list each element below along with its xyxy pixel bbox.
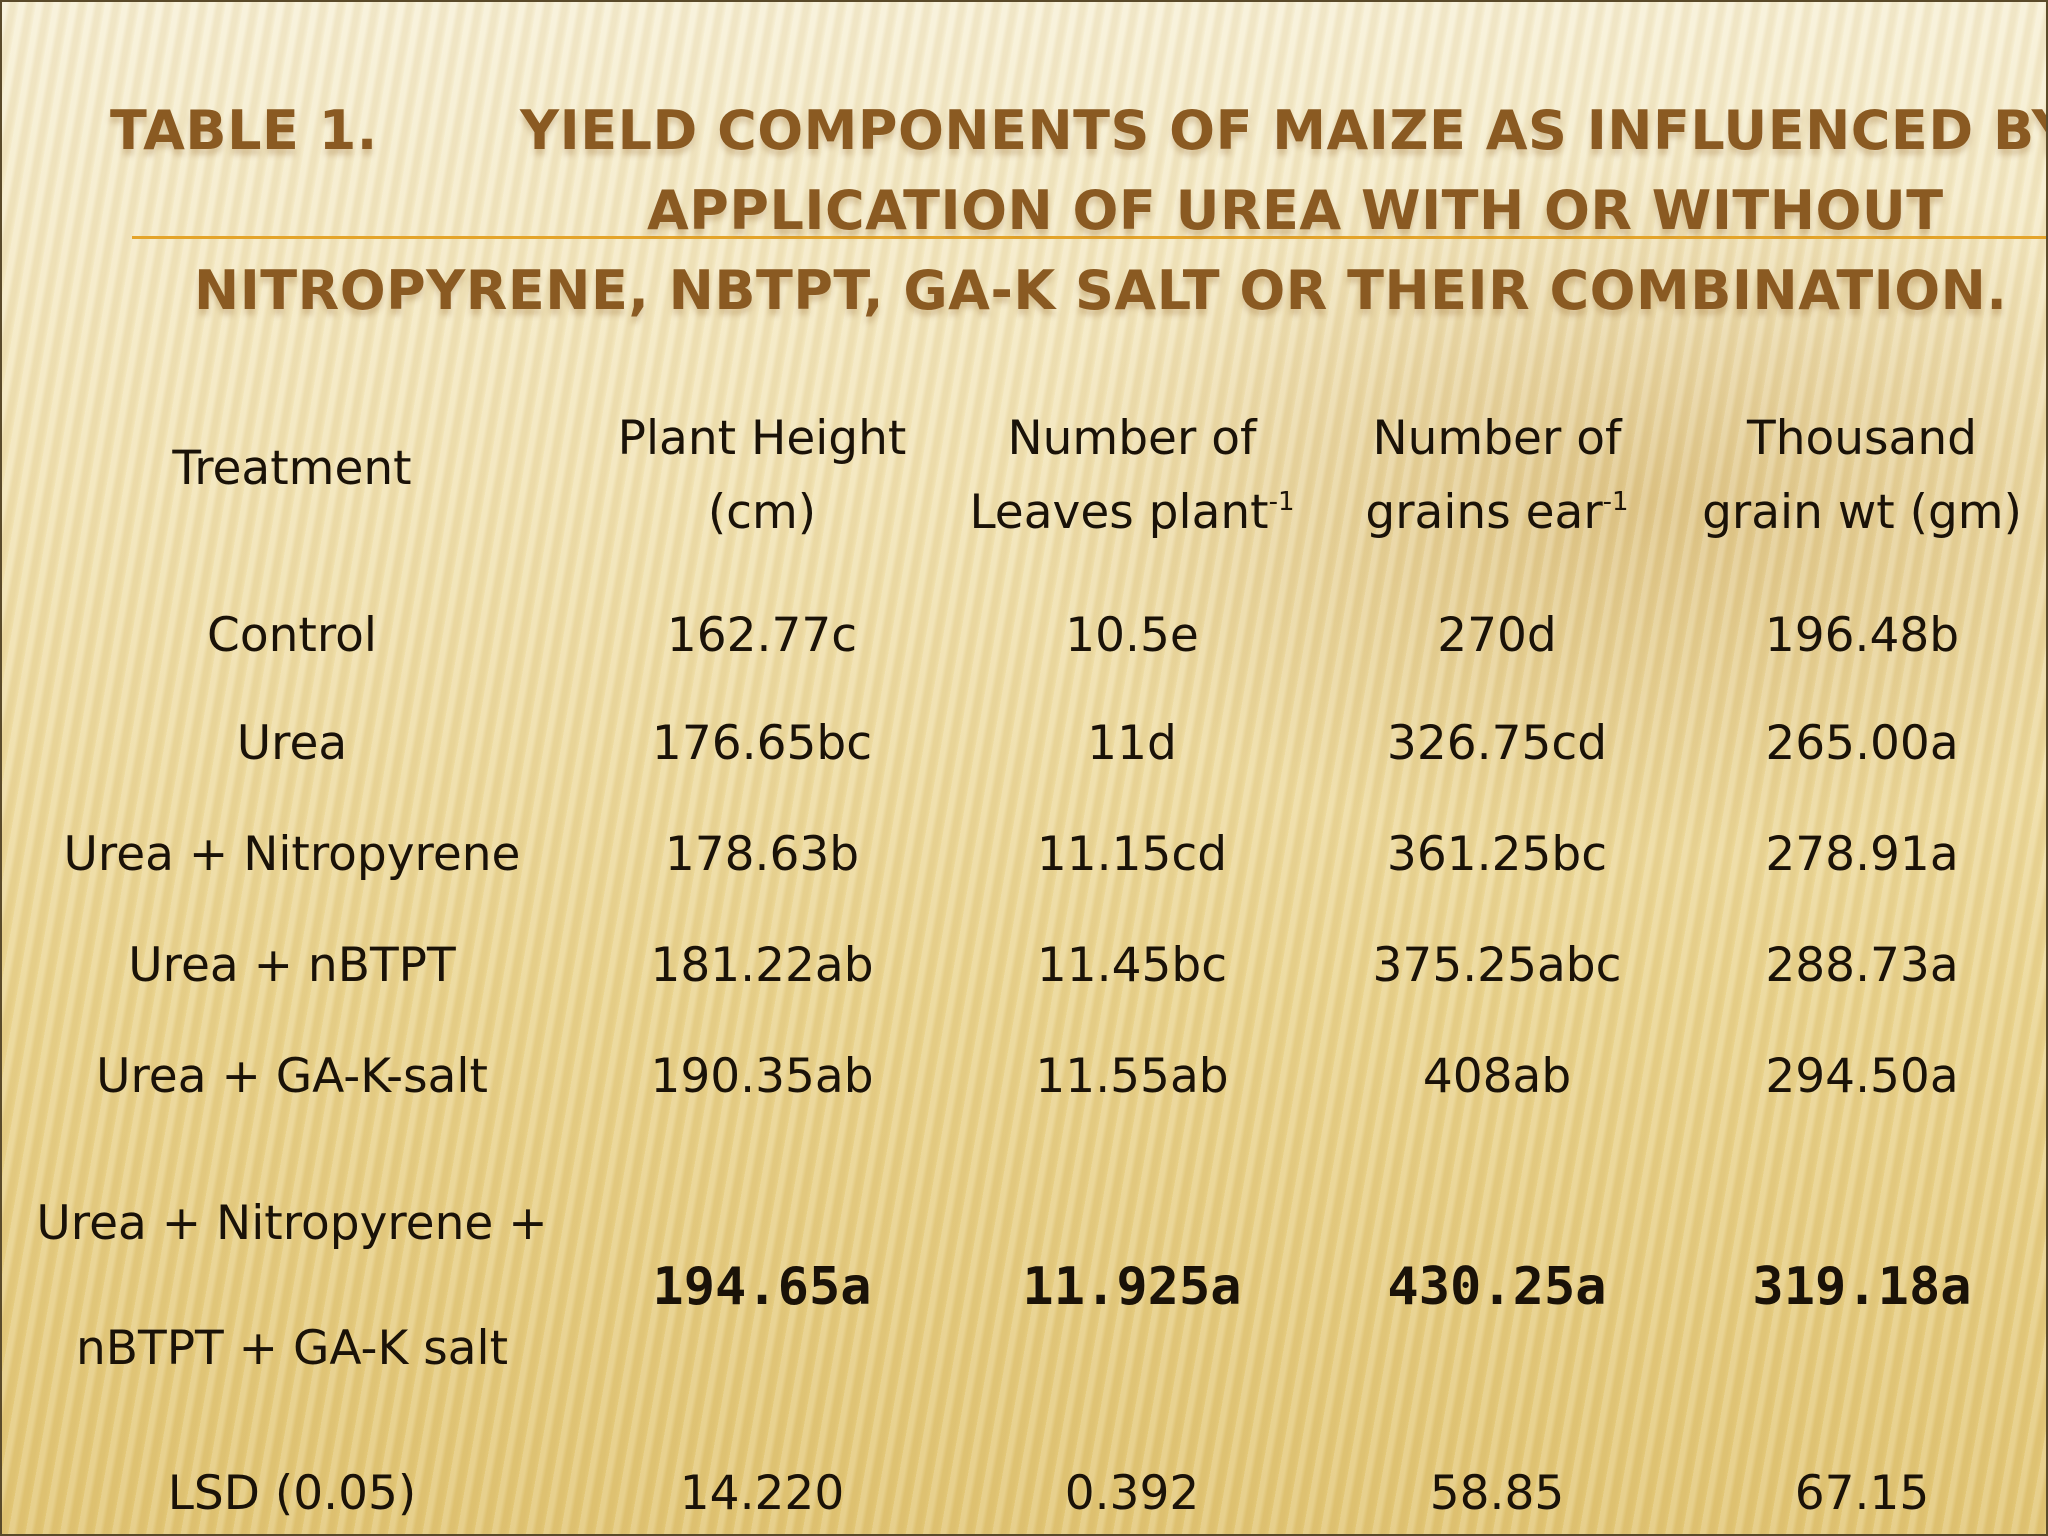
row-treatment-line2: nBTPT + GA-K salt (75, 1321, 509, 1376)
lsd-plant-height: 14.220 (679, 1466, 845, 1521)
header-leaves-text: Leaves plant (969, 485, 1269, 540)
row-treatment: Urea (236, 716, 348, 771)
header-treatment: Treatment (172, 441, 412, 496)
header-grains-superscript: -1 (1602, 487, 1629, 517)
row-grains: 375.25abc (1372, 938, 1622, 993)
title-line-1: Yield components of maize as influenced … (520, 99, 2048, 162)
header-leaves-superscript: -1 (1268, 487, 1295, 517)
row-treatment: Urea + GA-K-salt (96, 1049, 488, 1104)
row-leaves: 11d (1087, 716, 1177, 771)
lsd-grains: 58.85 (1429, 1466, 1565, 1521)
row-thousand-grain: 265.00a (1765, 716, 1959, 771)
header-plant-height-line2: (cm) (707, 485, 817, 540)
header-leaves-line2: Leaves plant-1 (947, 476, 1317, 550)
header-grains: Number of grains ear-1 (1317, 402, 1677, 550)
title-rule (132, 236, 2046, 239)
row-plant-height: 181.22ab (650, 938, 874, 993)
header-leaves-line1: Number of (1007, 411, 1257, 466)
title-line-3: Nitropyrene, NBTPT, GA-K salt or their c… (194, 259, 2008, 322)
title-label: Table 1. (110, 99, 378, 162)
header-leaves: Number of Leaves plant-1 (947, 402, 1317, 550)
row-grains: 326.75cd (1386, 716, 1608, 771)
row-thousand-grain: 196.48b (1764, 608, 1960, 663)
row-plant-height: 178.63b (664, 827, 860, 882)
row-leaves: 10.5e (1065, 608, 1199, 663)
row-thousand-grain: 278.91a (1765, 827, 1959, 882)
title-line-2: application of urea with or without (647, 179, 1944, 242)
row-plant-height: 194.65a (652, 1257, 872, 1317)
row-treatment: Urea + Nitropyrene (63, 827, 521, 882)
row-plant-height: 162.77c (666, 608, 858, 663)
row-treatment: Control (207, 608, 377, 663)
row-leaves: 11.45bc (1036, 938, 1228, 993)
header-thousand-line1: Thousand (1747, 411, 1977, 466)
row-plant-height: 176.65bc (651, 716, 873, 771)
row-leaves: 11.925a (1022, 1257, 1242, 1317)
lsd-label: LSD (0.05) (167, 1466, 417, 1521)
header-grains-line1: Number of (1372, 411, 1622, 466)
header-thousand-line2: grain wt (gm) (1702, 485, 2022, 540)
row-grains: 430.25a (1387, 1257, 1607, 1317)
lsd-thousand-grain: 67.15 (1794, 1466, 1930, 1521)
header-grains-line2: grains ear-1 (1317, 476, 1677, 550)
row-leaves: 11.55ab (1035, 1049, 1229, 1104)
header-plant-height-line1: Plant Height (617, 411, 907, 466)
row-treatment-line1: Urea + Nitropyrene + (36, 1196, 548, 1251)
row-thousand-grain: 319.18a (1752, 1257, 1972, 1317)
header-plant-height: Plant Height (cm) (582, 402, 942, 550)
row-grains: 408ab (1422, 1049, 1572, 1104)
row-plant-height: 190.35ab (650, 1049, 874, 1104)
lsd-leaves: 0.392 (1064, 1466, 1200, 1521)
row-thousand-grain: 294.50a (1765, 1049, 1959, 1104)
row-grains: 270d (1437, 608, 1557, 663)
row-leaves: 11.15cd (1036, 827, 1228, 882)
header-thousand-grain: Thousand grain wt (gm) (1682, 402, 2042, 550)
row-treatment: Urea + nBTPT (128, 938, 456, 993)
row-thousand-grain: 288.73a (1765, 938, 1959, 993)
header-grains-text: grains ear (1365, 485, 1603, 540)
row-grains: 361.25bc (1386, 827, 1608, 882)
